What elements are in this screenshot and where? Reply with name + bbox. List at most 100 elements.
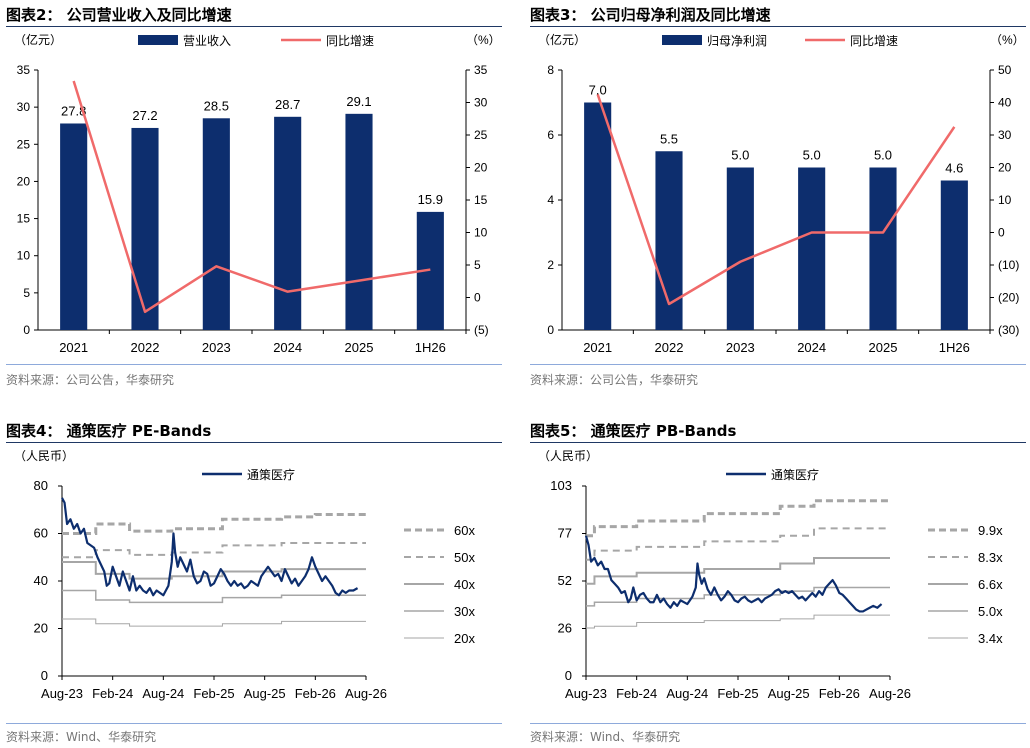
- band-legend-label: 3.4x: [978, 631, 1003, 646]
- y-tick-label: 20: [34, 621, 48, 636]
- x-tick-label: 2023: [726, 340, 755, 355]
- bar: [869, 167, 897, 330]
- y-tick-label-right: 5: [474, 258, 481, 272]
- x-tick-label: 2023: [202, 340, 231, 355]
- x-tick-label: Feb-24: [616, 686, 657, 701]
- bar-value-label: 29.1: [346, 94, 371, 109]
- bar-value-label: 5.0: [803, 148, 821, 163]
- chart-title: 图表2： 公司营业收入及同比增速: [6, 6, 232, 24]
- chart-title: 图表5： 通策医疗 PB-Bands: [530, 422, 737, 440]
- x-tick-label: Aug-26: [345, 686, 387, 701]
- y-tick-label-right: 25: [474, 128, 488, 142]
- x-tick-label: 2021: [583, 340, 612, 355]
- y-tick-label-left: 5: [23, 286, 30, 300]
- band-legend-label: 60x: [454, 523, 475, 538]
- x-tick-label: Feb-26: [819, 686, 860, 701]
- band-legend-label: 6.6x: [978, 577, 1003, 592]
- x-tick-label: Aug-25: [768, 686, 810, 701]
- y-tick-label-left: 2: [547, 258, 554, 272]
- bar: [202, 118, 230, 331]
- y-tick-label-right: 50: [998, 63, 1012, 77]
- legend-bar-label: 归母净利润: [707, 34, 767, 48]
- bar: [584, 102, 612, 330]
- bar: [940, 180, 968, 330]
- source-note: 资料来源：公司公告，华泰研究: [530, 373, 699, 387]
- band-line-9.9x: [586, 499, 890, 538]
- bar: [274, 116, 302, 330]
- title-divider: [6, 26, 502, 27]
- band-line-5.0x: [586, 586, 890, 607]
- legend-line-label: 同比增速: [326, 34, 374, 48]
- bar-value-label: 7.0: [589, 83, 607, 98]
- y-tick-label-right: 40: [998, 96, 1012, 110]
- y-tick-label-right: 35: [474, 63, 488, 77]
- band-line-3.4x: [586, 614, 890, 629]
- left-axis-unit: （人民币）: [538, 449, 598, 463]
- y-tick-label-right: 0: [998, 226, 1005, 240]
- y-tick-label-right: 10: [474, 226, 488, 240]
- y-tick-label-right: (20): [998, 291, 1019, 305]
- bar-value-label: 28.7: [275, 97, 300, 112]
- net-profit-bar-line-chart: （亿元） （%） 归母净利润 同比增速 0 2 4 6 8 (30) (20) (10) 0 10 20 30…: [538, 32, 1025, 355]
- y-tick-label-left: 35: [17, 63, 31, 77]
- net-profit-chart-panel: 图表3： 公司归母净利润及同比增速 （亿元） （%） 归母净利润 同比增速 0 2 4 6 8 (…: [530, 0, 1030, 387]
- band-line-8.3x: [586, 527, 890, 561]
- bar: [60, 123, 88, 330]
- band-legend-label: 40x: [454, 577, 475, 592]
- band-legend-label: 8.3x: [978, 550, 1003, 565]
- y-tick-label-left: 4: [547, 193, 554, 207]
- source-divider: [530, 723, 1026, 724]
- revenue-chart-panel: 图表2： 公司营业收入及同比增速 （亿元） （%） 营业收入 同比增速 0 5 10 15 20…: [6, 0, 506, 387]
- legend-price-label: 通策医疗: [247, 468, 295, 482]
- bar-value-label: 5.5: [660, 131, 678, 146]
- x-tick-label: Aug-24: [666, 686, 708, 701]
- left-axis-unit: （亿元）: [14, 32, 62, 47]
- band-line-20x: [62, 618, 366, 627]
- bar-value-label: 27.2: [132, 108, 157, 123]
- y-tick-label-left: 8: [547, 63, 554, 77]
- y-tick-label: 80: [34, 478, 48, 493]
- y-tick-label-right: (30): [998, 323, 1019, 337]
- y-tick-label: 77: [558, 526, 572, 541]
- bar-value-label: 5.0: [731, 148, 749, 163]
- source-divider: [530, 364, 1026, 365]
- y-tick-label-left: 10: [17, 249, 31, 263]
- band-line-30x: [62, 589, 366, 604]
- band-legend-label: 9.9x: [978, 523, 1003, 538]
- y-tick-label-right: (10): [998, 258, 1019, 272]
- x-tick-label: Aug-25: [244, 686, 286, 701]
- legend-bar-label: 营业收入: [183, 34, 231, 48]
- title-divider: [6, 442, 502, 443]
- left-axis-unit: （亿元）: [538, 32, 586, 47]
- y-tick-label-left: 0: [547, 323, 554, 337]
- y-tick-label-right: 20: [474, 161, 488, 175]
- right-axis-unit: （%）: [466, 33, 501, 47]
- x-tick-label: 1H26: [415, 340, 446, 355]
- x-tick-label: Aug-23: [41, 686, 83, 701]
- x-tick-label: 2025: [869, 340, 898, 355]
- source-note: 资料来源：Wind、华泰研究: [530, 730, 681, 744]
- x-tick-label: Feb-24: [92, 686, 133, 701]
- source-divider: [6, 364, 502, 365]
- x-tick-label: 2025: [345, 340, 374, 355]
- y-tick-label-right: 20: [998, 161, 1012, 175]
- growth-rate-line: [596, 93, 956, 306]
- y-tick-label-left: 25: [17, 137, 31, 151]
- band-legend-label: 50x: [454, 550, 475, 565]
- y-tick-label-right: 0: [474, 291, 481, 305]
- x-tick-label: Aug-24: [142, 686, 184, 701]
- chart-title: 图表4： 通策医疗 PE-Bands: [6, 422, 212, 440]
- title-divider: [530, 442, 1026, 443]
- y-tick-label: 0: [565, 668, 572, 683]
- y-tick-label: 40: [34, 573, 48, 588]
- left-axis-unit: （人民币）: [14, 449, 74, 463]
- bar: [345, 113, 373, 330]
- band-legend-label: 20x: [454, 631, 475, 646]
- x-tick-label: Aug-23: [565, 686, 607, 701]
- y-tick-label-right: (5): [474, 323, 489, 337]
- y-tick-label: 26: [558, 621, 572, 636]
- bar: [798, 167, 826, 330]
- band-line-60x: [62, 513, 366, 535]
- right-axis-unit: （%）: [990, 33, 1025, 47]
- y-tick-label-right: 10: [998, 193, 1012, 207]
